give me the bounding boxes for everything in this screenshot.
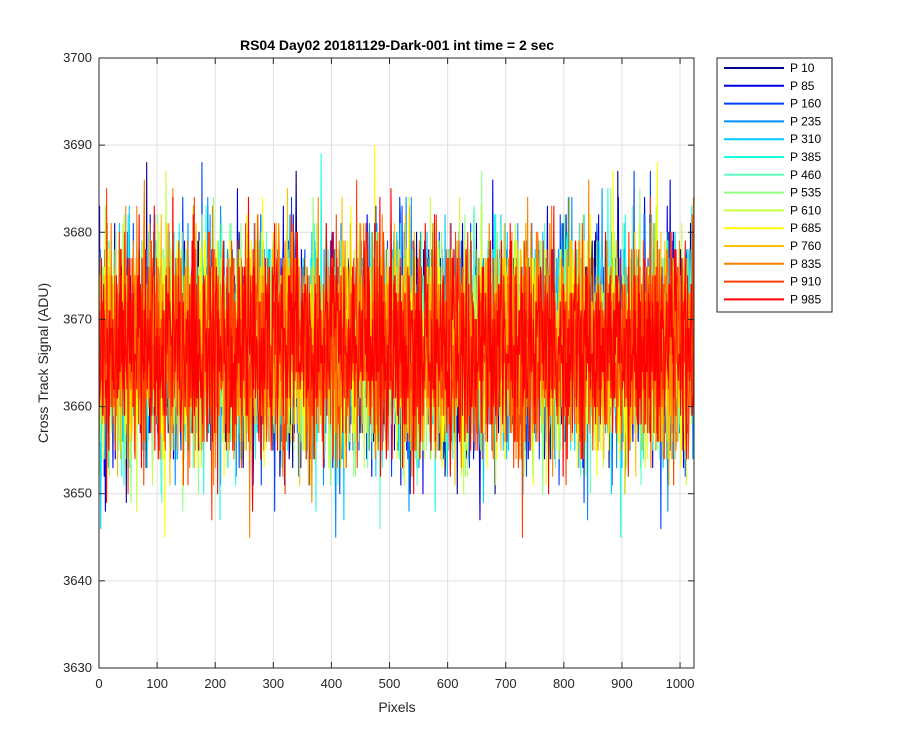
plot-area	[98, 57, 695, 669]
legend-label: P 685	[790, 221, 821, 235]
legend-label: P 835	[790, 257, 821, 271]
legend-label: P 760	[790, 239, 821, 253]
y-tick-label: 3700	[63, 50, 92, 65]
x-tick-label: 600	[437, 676, 459, 691]
legend-label: P 10	[790, 61, 815, 75]
legend-label: P 610	[790, 203, 821, 217]
legend-label: P 535	[790, 186, 821, 200]
legend-label: P 85	[790, 79, 815, 93]
x-tick-label: 900	[611, 676, 633, 691]
x-tick-label: 0	[95, 676, 102, 691]
x-tick-labels: 0 100 200 300 400 500 600 700 800 900 1000	[95, 676, 694, 691]
legend: P 10 P 85 P 160 P 235 P 310 P 385 P 460 P 535 P …	[716, 57, 833, 313]
x-tick-label: 800	[553, 676, 575, 691]
legend-label: P 235	[790, 114, 821, 128]
x-tick-label: 200	[204, 676, 226, 691]
y-axis-label: Cross Track Signal (ADU)	[35, 283, 51, 443]
y-tick-label: 3650	[63, 486, 92, 501]
legend-label: P 385	[790, 150, 821, 164]
x-tick-label: 300	[262, 676, 284, 691]
axis-ticks	[98, 57, 694, 669]
y-tick-label: 3640	[63, 573, 92, 588]
series-lines	[98, 144, 695, 538]
x-tick-label: 700	[495, 676, 517, 691]
y-tick-label: 3660	[63, 399, 92, 414]
legend-label: P 460	[790, 168, 821, 182]
legend-label: P 160	[790, 97, 821, 111]
legend-label: P 310	[790, 132, 821, 146]
x-tick-label: 100	[146, 676, 168, 691]
y-tick-label: 3630	[63, 660, 92, 675]
legend-label: P 985	[790, 292, 821, 306]
x-tick-label: 1000	[666, 676, 695, 691]
series-line-p-985	[98, 188, 695, 512]
legend-box	[716, 57, 833, 313]
x-tick-label: 500	[379, 676, 401, 691]
y-tick-label: 3670	[63, 311, 92, 326]
plot-frame	[98, 57, 695, 669]
y-tick-label: 3680	[63, 224, 92, 239]
chart-title: RS04 Day02 20181129-Dark-001 int time = …	[240, 37, 554, 53]
x-axis-label: Pixels	[378, 699, 415, 715]
legend-label: P 910	[790, 275, 821, 289]
y-tick-labels: 3630 3640 3650 3660 3670 3680 3690 3700	[63, 50, 92, 675]
y-tick-label: 3690	[63, 137, 92, 152]
x-tick-label: 400	[321, 676, 343, 691]
